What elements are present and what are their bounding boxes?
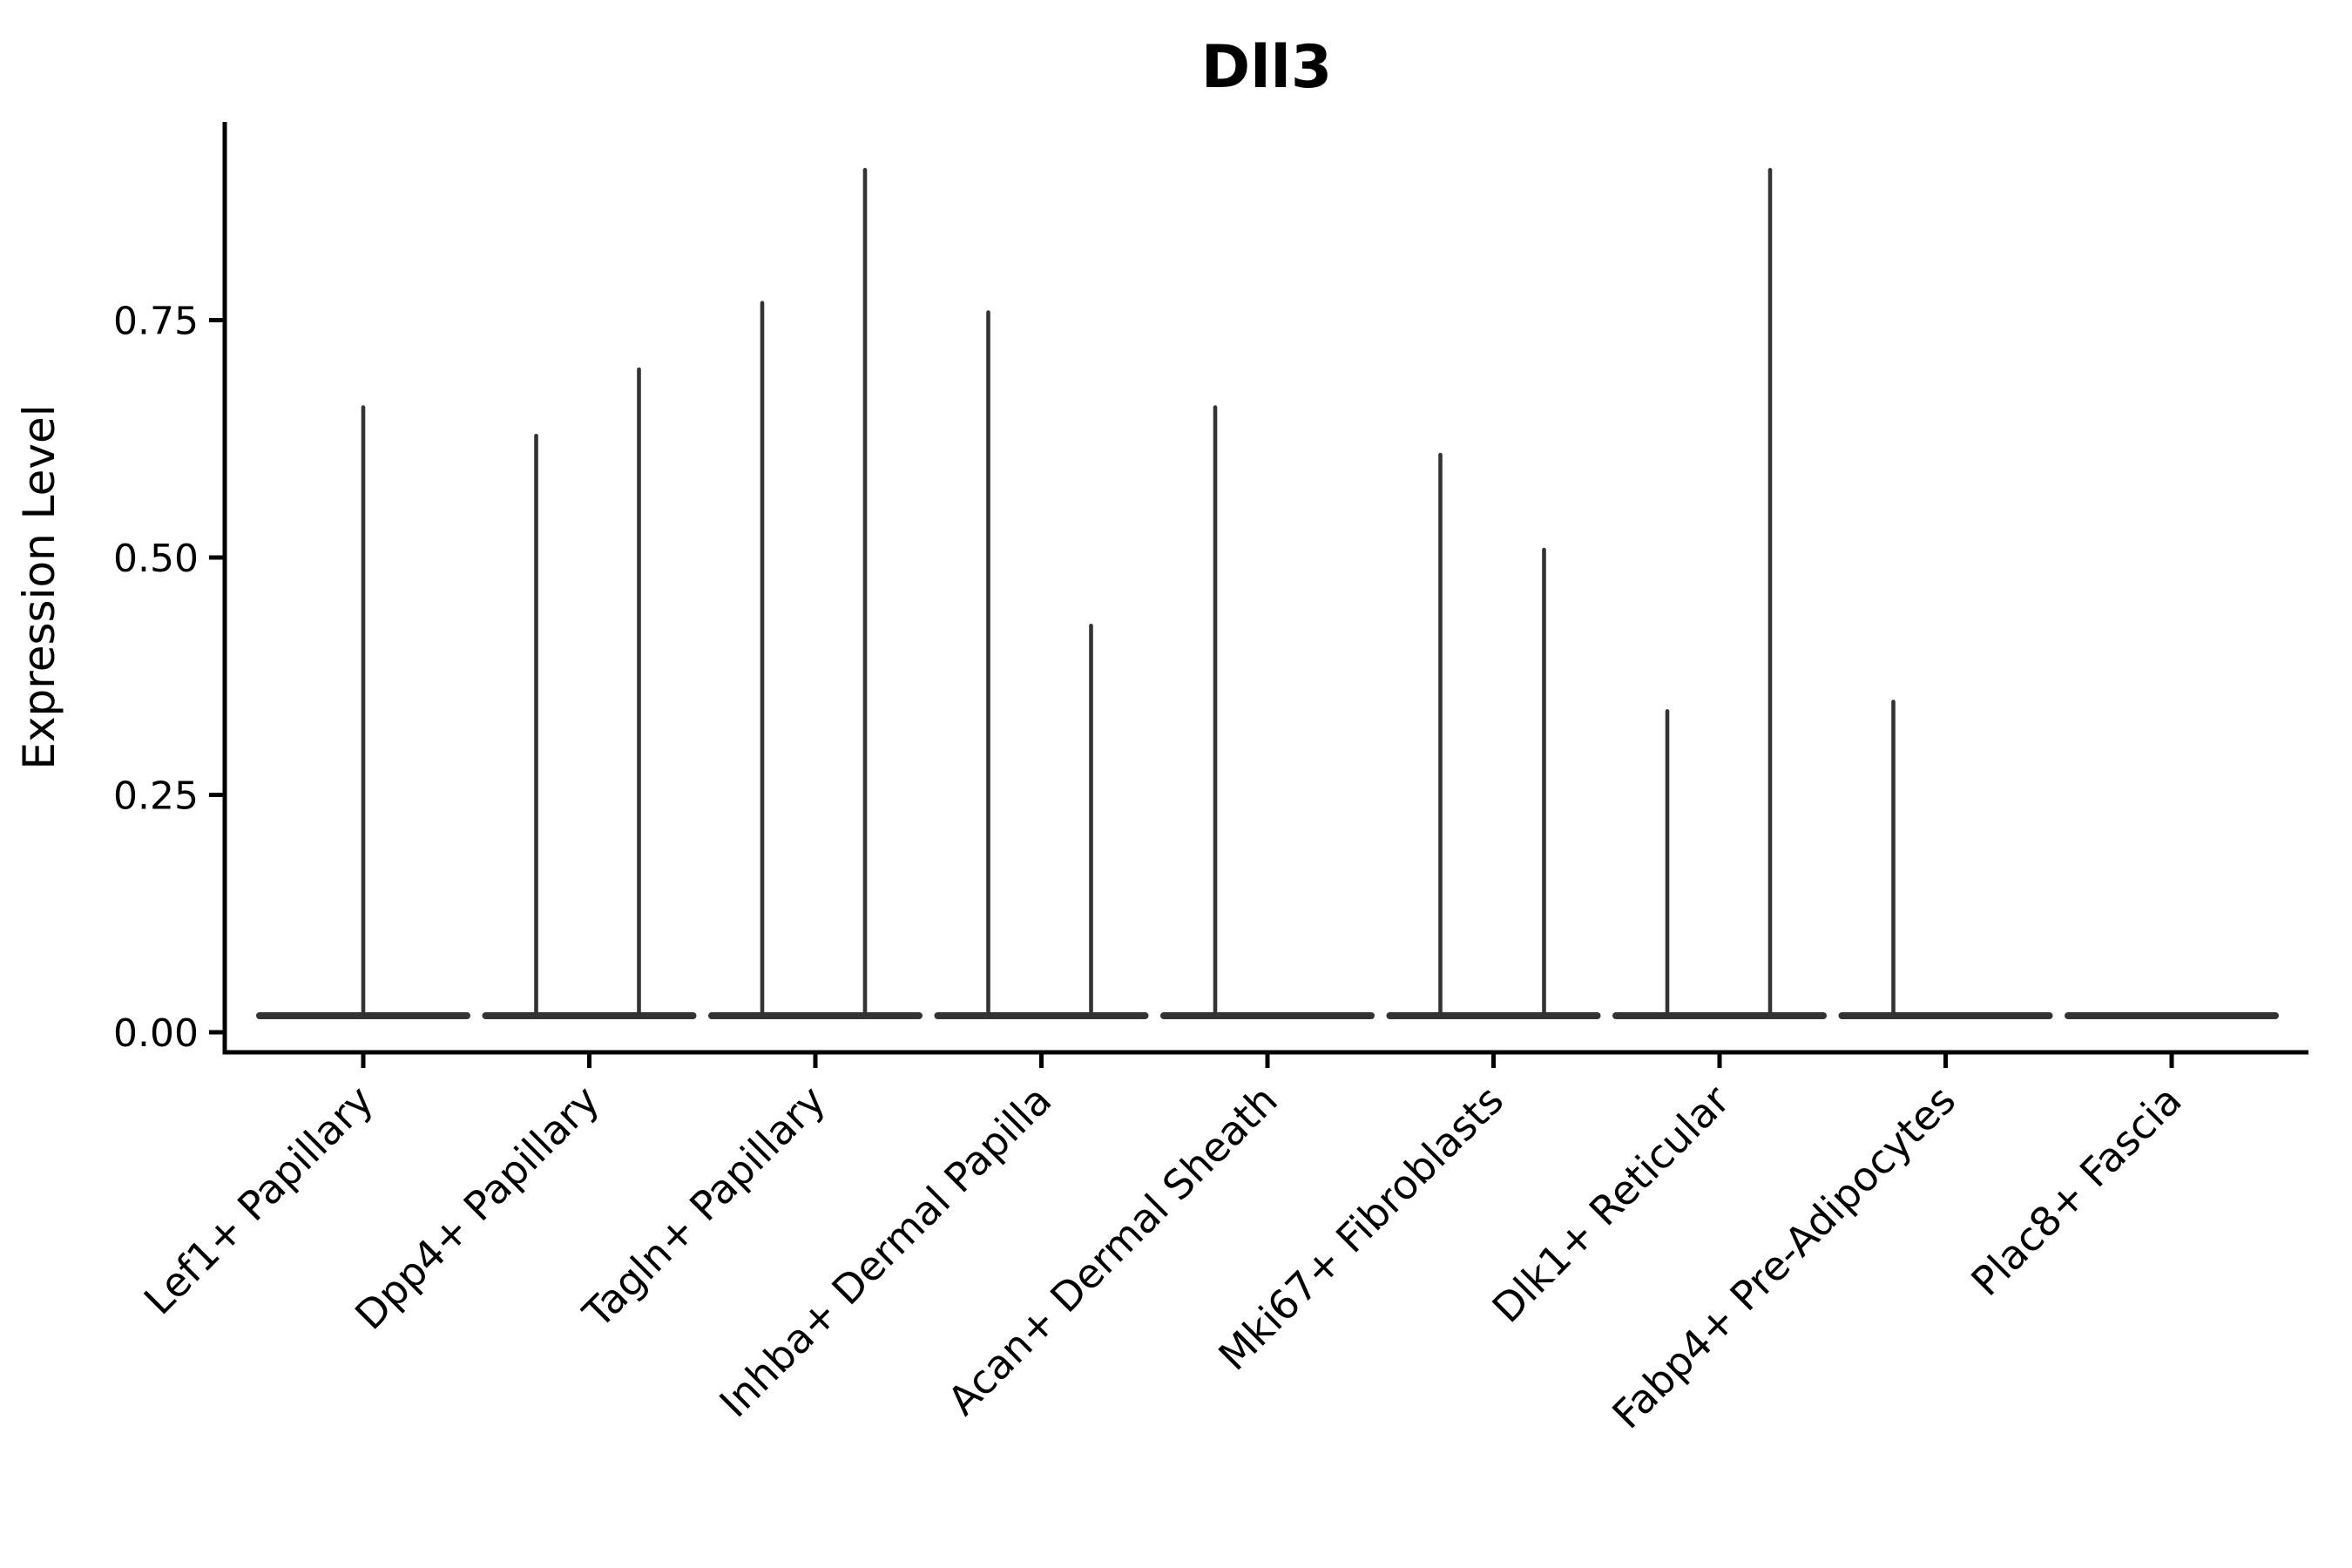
- x-tick-label: Dpp4+ Papillary: [346, 1077, 608, 1339]
- y-tick-label: 0.00: [113, 1011, 199, 1056]
- x-tick-label: Lef1+ Papillary: [135, 1077, 382, 1324]
- violin-layer: [256, 167, 2279, 1019]
- y-axis-label: Expression Level: [14, 404, 64, 769]
- x-tick-label: Plac8+ Fascia: [1962, 1077, 2190, 1305]
- y-tick-label: 0.25: [113, 774, 199, 819]
- x-tick-label: Dlk1+ Reticular: [1484, 1077, 1739, 1332]
- x-tick-label: Tagln+ Papillary: [573, 1077, 835, 1338]
- chart-title: Dll3: [1201, 33, 1332, 102]
- y-tick-label: 0.75: [113, 300, 199, 344]
- y-tick-label: 0.50: [113, 537, 199, 581]
